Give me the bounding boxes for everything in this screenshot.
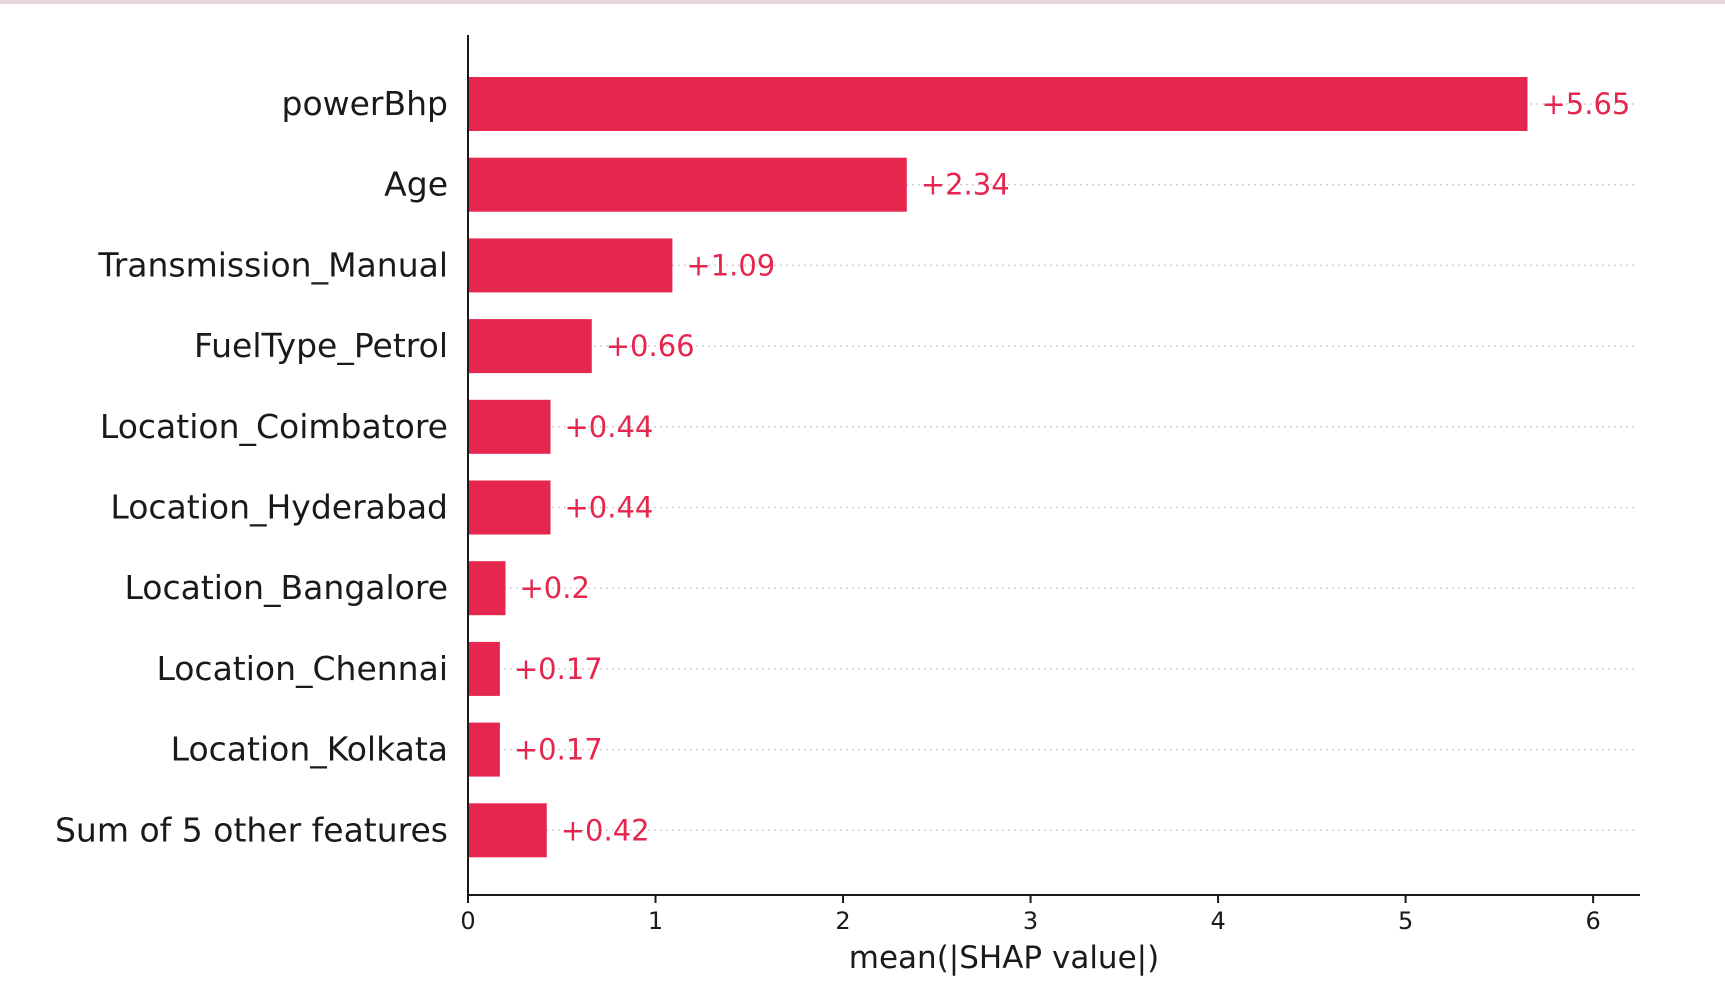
bar <box>468 722 500 777</box>
bar <box>468 157 907 212</box>
value-label: +0.42 <box>561 813 650 847</box>
x-axis-title: mean(|SHAP value|) <box>849 940 1159 976</box>
category-label: Location_Bangalore <box>124 568 448 607</box>
bar <box>468 238 673 293</box>
category-label: Location_Kolkata <box>171 730 448 769</box>
x-tick-label: 1 <box>648 907 663 935</box>
x-tick-label: 4 <box>1210 907 1225 935</box>
bar <box>468 399 551 454</box>
x-tick-label: 5 <box>1398 907 1413 935</box>
top-rule <box>0 0 1725 4</box>
bar <box>468 319 592 374</box>
category-label: Location_Chennai <box>156 649 448 688</box>
category-labels: powerBhp Age Transmission_Manual FuelType_P… <box>55 84 448 849</box>
category-label: Sum of 5 other features <box>55 810 448 849</box>
value-label: +5.65 <box>1541 87 1630 121</box>
x-tick-label: 3 <box>1023 907 1038 935</box>
value-labels: +5.65 +2.34 +1.09 +0.66 +0.44 +0.44 +0.2 +0.17 +… <box>514 87 1630 847</box>
value-label: +0.2 <box>520 571 590 605</box>
x-tick-label: 0 <box>460 907 475 935</box>
value-label: +0.17 <box>514 733 603 767</box>
x-tick-label: 2 <box>835 907 850 935</box>
value-label: +0.44 <box>565 410 654 444</box>
category-label: Location_Hyderabad <box>110 488 448 527</box>
bars <box>468 77 1528 858</box>
row-guides <box>468 103 1635 832</box>
value-label: +0.44 <box>565 491 654 525</box>
value-label: +2.34 <box>921 168 1010 202</box>
x-ticks: 0 1 2 3 4 5 6 <box>460 895 1601 935</box>
category-label: Location_Coimbatore <box>100 407 448 446</box>
x-tick-label: 6 <box>1585 907 1600 935</box>
bar <box>468 561 506 616</box>
category-label: powerBhp <box>282 84 449 123</box>
bar <box>468 480 551 535</box>
value-label: +0.17 <box>514 652 603 686</box>
category-label: Age <box>384 165 448 204</box>
category-label: FuelType_Petrol <box>194 326 448 365</box>
value-label: +0.66 <box>606 329 695 363</box>
category-label: Transmission_Manual <box>97 245 448 284</box>
bar <box>468 77 1528 131</box>
bar <box>468 641 500 696</box>
bar <box>468 803 547 858</box>
value-label: +1.09 <box>686 248 775 282</box>
